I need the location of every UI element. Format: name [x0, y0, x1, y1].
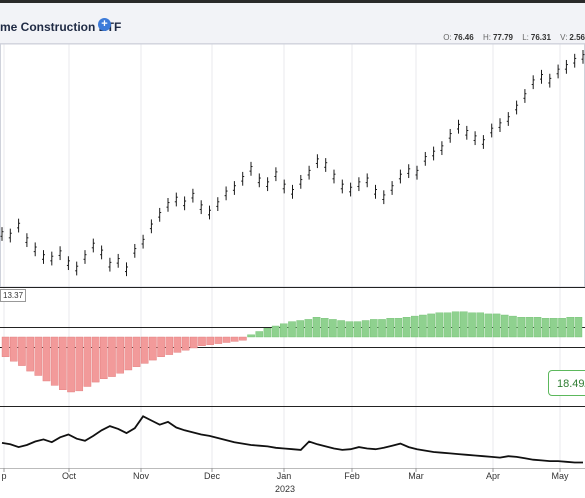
histogram-bar [83, 336, 92, 387]
histogram-bar [173, 336, 182, 353]
high-value: 77.79 [492, 33, 513, 42]
histogram-bar [476, 312, 485, 338]
histogram-bar [345, 321, 354, 338]
month-tick-label: Feb [344, 471, 360, 481]
histogram-bar [230, 336, 239, 342]
histogram-bar [214, 336, 223, 344]
histogram-bar [460, 311, 468, 338]
histogram-bar [26, 336, 34, 372]
histogram-bar [435, 312, 444, 338]
histogram-bar [271, 325, 280, 338]
histogram-bar [451, 311, 460, 338]
histogram-bar [533, 317, 542, 338]
histogram-bar [116, 336, 124, 374]
month-tick-label: p [1, 471, 6, 481]
open-key: O: [443, 33, 452, 42]
info-circle-icon[interactable]: + [98, 18, 111, 31]
volume-value: 2.56 [569, 33, 585, 42]
histogram-bar [124, 336, 133, 371]
histogram-bar [312, 317, 321, 338]
histogram-bar [304, 319, 313, 338]
month-tick-label: May [551, 471, 569, 481]
histogram-bar [239, 336, 247, 341]
histogram-bar [550, 318, 558, 338]
histogram-bar [288, 321, 296, 338]
histogram-bar [525, 317, 534, 338]
histogram-bar [370, 319, 378, 338]
histogram-bar [492, 313, 501, 338]
volume-key: V: [560, 33, 568, 42]
ohlc-readout: O: 76.46 H: 77.79 L: 76.31 V: 2.56 [436, 33, 585, 42]
indicator-line [1, 415, 583, 464]
indicator-value-badge: 18.49/ [548, 370, 585, 396]
histogram-bar [263, 328, 272, 338]
histogram-bar [394, 318, 403, 338]
histogram-bar [558, 318, 566, 338]
histogram-bar [18, 336, 26, 366]
histogram-bar [149, 336, 157, 361]
histogram-bar [222, 336, 231, 343]
histogram-bar [386, 318, 394, 338]
histogram-bar [255, 331, 264, 338]
histogram-bar [198, 336, 206, 347]
chart-title: me Construction ETF [0, 20, 122, 34]
histogram-bar [410, 315, 419, 338]
histogram-bar [108, 336, 116, 377]
histogram-bar [280, 323, 288, 338]
price-panel-frame [0, 43, 585, 288]
month-tick-label: Dec [204, 471, 221, 481]
low-key: L: [522, 33, 529, 42]
histogram-bar [67, 336, 75, 393]
top-edge-bar [0, 0, 585, 3]
histogram-bar [59, 336, 67, 390]
low-value: 76.31 [530, 33, 551, 42]
histogram-bar [574, 317, 583, 338]
histogram-bar [296, 320, 304, 338]
histogram-bar [75, 336, 84, 392]
histogram-bar [165, 336, 174, 355]
histogram-bar [541, 318, 550, 338]
histogram-bar [50, 336, 59, 386]
histogram-bar [509, 315, 517, 338]
histogram-bar [484, 313, 493, 338]
month-tick-label: Jan [277, 471, 292, 481]
histogram-bar [329, 319, 337, 338]
indicator-label: 13.37 [0, 289, 27, 302]
month-tick-label: Oct [62, 471, 77, 481]
histogram-bar [181, 336, 190, 351]
histogram-bar [99, 336, 108, 379]
histogram-bar [1, 336, 10, 357]
histogram-bar [320, 318, 329, 338]
histogram-bar [337, 320, 345, 338]
high-key: H: [482, 33, 491, 42]
month-tick-label: Mar [408, 471, 424, 481]
histogram-bar [91, 336, 100, 383]
histogram-bar [34, 336, 43, 376]
histogram-bar [361, 320, 370, 338]
histogram-bar [190, 336, 198, 349]
histogram-bar [42, 336, 51, 382]
histogram-bar [132, 336, 141, 367]
histogram-bar [419, 314, 427, 338]
histogram-bar [140, 336, 149, 364]
histogram-bar [157, 336, 165, 357]
histogram-bar [247, 334, 255, 338]
chart-header: me Construction ETF + O: 76.46 H: 77.79 L:… [0, 3, 585, 44]
histogram-bar [468, 312, 476, 338]
histogram-bar [500, 314, 509, 338]
histogram-bar [427, 313, 435, 338]
histogram-bar [402, 317, 411, 338]
histogram-bar [9, 336, 18, 362]
month-tick-label: Apr [486, 471, 500, 481]
histogram-bar [378, 319, 386, 338]
histogram-bar [517, 317, 525, 338]
histogram-bar [353, 321, 362, 338]
open-value: 76.46 [453, 33, 474, 42]
histogram-bar [206, 336, 214, 345]
year-label: 2023 [275, 484, 296, 494]
month-tick-label: Nov [133, 471, 150, 481]
histogram-bar [443, 312, 452, 338]
histogram-bar [566, 317, 575, 338]
